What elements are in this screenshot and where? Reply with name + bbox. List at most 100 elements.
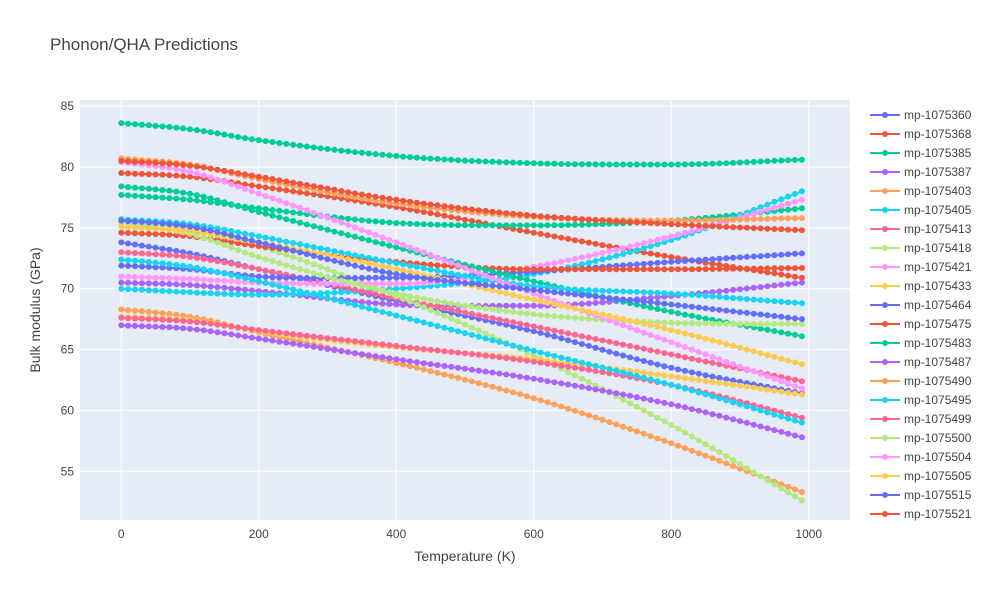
legend-item[interactable]: mp-1075360 [870, 108, 972, 122]
data-point [352, 286, 358, 293]
legend-label: mp-1075500 [904, 431, 972, 445]
data-point [393, 220, 400, 226]
data-point [365, 339, 372, 346]
data-point [269, 139, 276, 145]
data-point [599, 346, 606, 353]
legend-label: mp-1075368 [904, 127, 972, 141]
data-point [695, 257, 702, 264]
data-point [138, 250, 145, 257]
data-point [200, 266, 207, 273]
legend-item[interactable]: mp-1075464 [870, 298, 972, 312]
data-point [352, 257, 358, 264]
legend-marker-icon [882, 473, 888, 479]
data-point [654, 294, 661, 301]
data-point [654, 414, 661, 421]
data-point [661, 372, 668, 379]
data-point [455, 204, 462, 211]
data-point [441, 212, 448, 219]
legend-item[interactable]: mp-1075418 [870, 241, 972, 255]
data-point [187, 276, 193, 282]
data-point [221, 178, 228, 185]
data-point [207, 129, 214, 136]
data-point [455, 157, 462, 164]
legend-item[interactable]: mp-1075433 [870, 279, 972, 293]
data-point [138, 274, 145, 281]
data-point [132, 192, 138, 199]
data-point [620, 251, 627, 257]
data-point [152, 316, 159, 323]
data-point [242, 205, 248, 212]
data-point [792, 299, 798, 306]
legend-item[interactable]: mp-1075405 [870, 203, 972, 217]
data-point [413, 221, 420, 227]
data-point [200, 320, 207, 326]
legend-marker-icon [882, 169, 888, 175]
data-point [358, 227, 365, 233]
data-point [792, 493, 798, 500]
data-point [434, 156, 441, 162]
legend-item[interactable]: mp-1075505 [870, 469, 972, 483]
data-point [537, 213, 544, 220]
data-point [709, 337, 716, 344]
legend-item[interactable]: mp-1075499 [870, 412, 972, 426]
data-point [716, 449, 723, 456]
legend[interactable]: mp-1075360 mp-1075368 mp-1075385 mp-1075387… [870, 108, 972, 521]
data-point [771, 204, 778, 211]
data-point [688, 161, 695, 168]
data-point [145, 323, 152, 330]
data-point [523, 326, 530, 333]
data-point [599, 249, 606, 256]
data-point [578, 307, 585, 314]
legend-item[interactable]: mp-1075421 [870, 260, 972, 274]
data-point [668, 319, 675, 326]
legend-item[interactable]: mp-1075521 [870, 507, 972, 521]
legend-item[interactable]: mp-1075403 [870, 184, 972, 198]
data-point [407, 358, 413, 365]
legend-item[interactable]: mp-1075483 [870, 336, 972, 350]
data-point [523, 212, 530, 218]
data-point [283, 246, 290, 252]
data-point [503, 290, 510, 297]
data-point [544, 299, 551, 306]
data-point [551, 289, 558, 296]
data-point [173, 124, 180, 131]
data-point [413, 199, 420, 206]
data-point [427, 297, 434, 304]
data-point [730, 308, 737, 315]
data-point [331, 253, 338, 260]
legend-item[interactable]: mp-1075504 [870, 450, 972, 464]
legend-item[interactable]: mp-1075387 [870, 165, 972, 179]
legend-item[interactable]: mp-1075500 [870, 431, 972, 445]
data-point [743, 216, 750, 223]
data-point [372, 340, 379, 347]
legend-item[interactable]: mp-1075475 [870, 317, 972, 331]
data-point [578, 254, 585, 261]
data-point [462, 272, 468, 279]
y-tick-label: 80 [61, 160, 75, 174]
data-point [792, 280, 798, 287]
data-point [503, 159, 510, 166]
legend-item[interactable]: mp-1075490 [870, 374, 972, 388]
data-point [310, 270, 317, 277]
data-point [455, 215, 462, 222]
data-point [647, 161, 654, 168]
data-point [537, 302, 544, 309]
data-point [283, 208, 290, 215]
data-point [303, 221, 310, 228]
data-point [757, 253, 764, 260]
data-point [695, 320, 702, 327]
data-point [675, 320, 682, 326]
data-point [345, 215, 352, 222]
data-point [138, 121, 145, 128]
data-point [372, 280, 379, 287]
data-point [200, 172, 207, 179]
legend-item[interactable]: mp-1075413 [870, 222, 972, 236]
legend-item[interactable]: mp-1075385 [870, 146, 972, 160]
legend-item[interactable]: mp-1075487 [870, 355, 972, 369]
data-point [627, 343, 633, 349]
legend-item[interactable]: mp-1075515 [870, 488, 972, 502]
legend-item[interactable]: mp-1075495 [870, 393, 972, 407]
legend-item[interactable]: mp-1075368 [870, 127, 972, 141]
data-point [276, 237, 283, 244]
data-point [393, 312, 400, 319]
